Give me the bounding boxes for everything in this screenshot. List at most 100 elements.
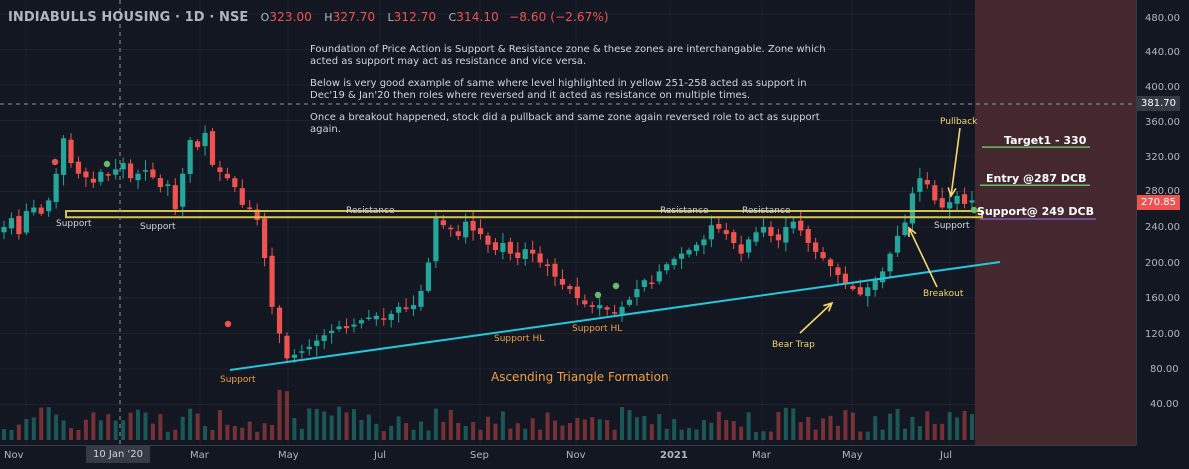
candle-body	[961, 194, 968, 204]
volume-bar	[664, 428, 669, 440]
candle-body	[880, 271, 886, 283]
volume-bar	[910, 416, 915, 440]
symbol-name: INDIABULLS HOUSING · 1D · NSE	[8, 10, 249, 25]
candle-body	[202, 132, 208, 147]
candle-body	[544, 264, 551, 267]
candle-body	[463, 221, 469, 238]
volume-bar	[776, 412, 781, 440]
volume-bar	[724, 420, 729, 440]
candle-body	[224, 173, 230, 179]
candle-body	[671, 258, 677, 266]
volume-bar	[314, 408, 319, 440]
price-tick: 160.00	[1145, 293, 1180, 304]
volume-bar	[649, 424, 654, 440]
candle-body	[701, 239, 707, 246]
candle-body	[291, 354, 297, 358]
volume-bar	[761, 431, 766, 440]
volume-bar	[716, 411, 721, 440]
candle-body	[299, 351, 305, 353]
candle-body	[865, 287, 871, 297]
candle-body	[127, 163, 134, 179]
candle-body	[597, 305, 603, 309]
candle-body	[165, 184, 171, 186]
candle-body	[403, 307, 409, 309]
volume-bar	[858, 431, 863, 440]
candle-body	[455, 231, 461, 236]
volume-bar	[590, 417, 595, 440]
candle-body	[649, 282, 655, 285]
candle-body	[336, 326, 342, 330]
volume-bar	[69, 428, 74, 440]
candle-body	[60, 138, 67, 175]
candle-body	[909, 193, 916, 224]
candle-body	[857, 287, 863, 295]
volume-bar	[813, 429, 818, 440]
price-tick: 120.00	[1145, 329, 1180, 340]
volume-bar	[307, 408, 312, 440]
candle-body	[53, 173, 59, 203]
volume-bar	[61, 420, 66, 440]
volume-bar	[530, 418, 535, 440]
candle-body	[522, 249, 528, 259]
candle-body	[232, 178, 238, 188]
candle-body	[477, 228, 484, 235]
pullback-arrow	[950, 127, 961, 197]
volume-bar	[143, 412, 148, 440]
candle-body	[262, 218, 268, 259]
volume-bar	[835, 425, 840, 440]
candle-body	[1, 227, 7, 233]
candle-body	[269, 255, 275, 307]
price-chart[interactable]	[0, 0, 1136, 445]
time-tick: Jul	[940, 450, 953, 461]
candle-body	[738, 244, 744, 254]
volume-bar	[500, 411, 505, 440]
volume-bar	[404, 423, 409, 440]
candle-body	[939, 198, 945, 208]
candle-body	[686, 250, 692, 255]
candle-body	[760, 227, 767, 233]
volume-bar	[821, 418, 826, 440]
price-tick: 400.00	[1145, 82, 1180, 93]
open-value: 323.00	[269, 10, 312, 24]
price-tick: 320.00	[1145, 152, 1180, 163]
candle-body	[790, 221, 796, 229]
volume-bar	[523, 428, 528, 440]
candle-body	[902, 222, 908, 235]
candle-body	[113, 169, 119, 175]
volume-bar	[873, 416, 878, 440]
candle-body	[954, 195, 960, 204]
volume-bar	[337, 406, 342, 440]
last-price-badge: 270.85	[1137, 195, 1180, 210]
volume-bar	[895, 409, 900, 440]
candle-body	[530, 249, 536, 254]
volume-bar	[508, 428, 513, 440]
price-tick: 360.00	[1145, 117, 1180, 128]
volume-bar	[270, 425, 275, 440]
volume-bar	[433, 408, 438, 440]
volume-bar	[620, 407, 625, 440]
candle-body	[135, 173, 141, 181]
volume-bar	[366, 414, 371, 440]
volume-bar	[783, 407, 788, 440]
volume-bar	[970, 414, 974, 440]
candle-body	[619, 306, 625, 315]
analysis-notes: Foundation of Price Action is Support & …	[310, 44, 830, 146]
price-axis[interactable]: 480.00 440.00 400.00 360.00 320.00 280.0…	[1136, 0, 1189, 445]
signal-dot	[612, 282, 620, 290]
price-tick: 440.00	[1145, 47, 1180, 58]
volume-bar	[575, 417, 580, 440]
candle-body	[641, 280, 647, 287]
breakout-label: Breakout	[923, 289, 964, 299]
candle-body	[492, 242, 499, 251]
candle-body	[559, 278, 566, 285]
volume-bar	[843, 410, 848, 440]
time-tick: 2021	[660, 450, 688, 461]
candle-body	[894, 235, 901, 253]
candle-body	[120, 163, 126, 170]
target-label: Target1 - 330	[1004, 134, 1087, 147]
candle-body	[418, 290, 424, 307]
volume-bar	[396, 416, 401, 440]
volume-bar	[217, 410, 222, 440]
volume-bar	[374, 423, 379, 440]
time-axis[interactable]: Nov Mar May Jul Sep Nov 2021 Mar May Jul…	[0, 445, 1136, 469]
